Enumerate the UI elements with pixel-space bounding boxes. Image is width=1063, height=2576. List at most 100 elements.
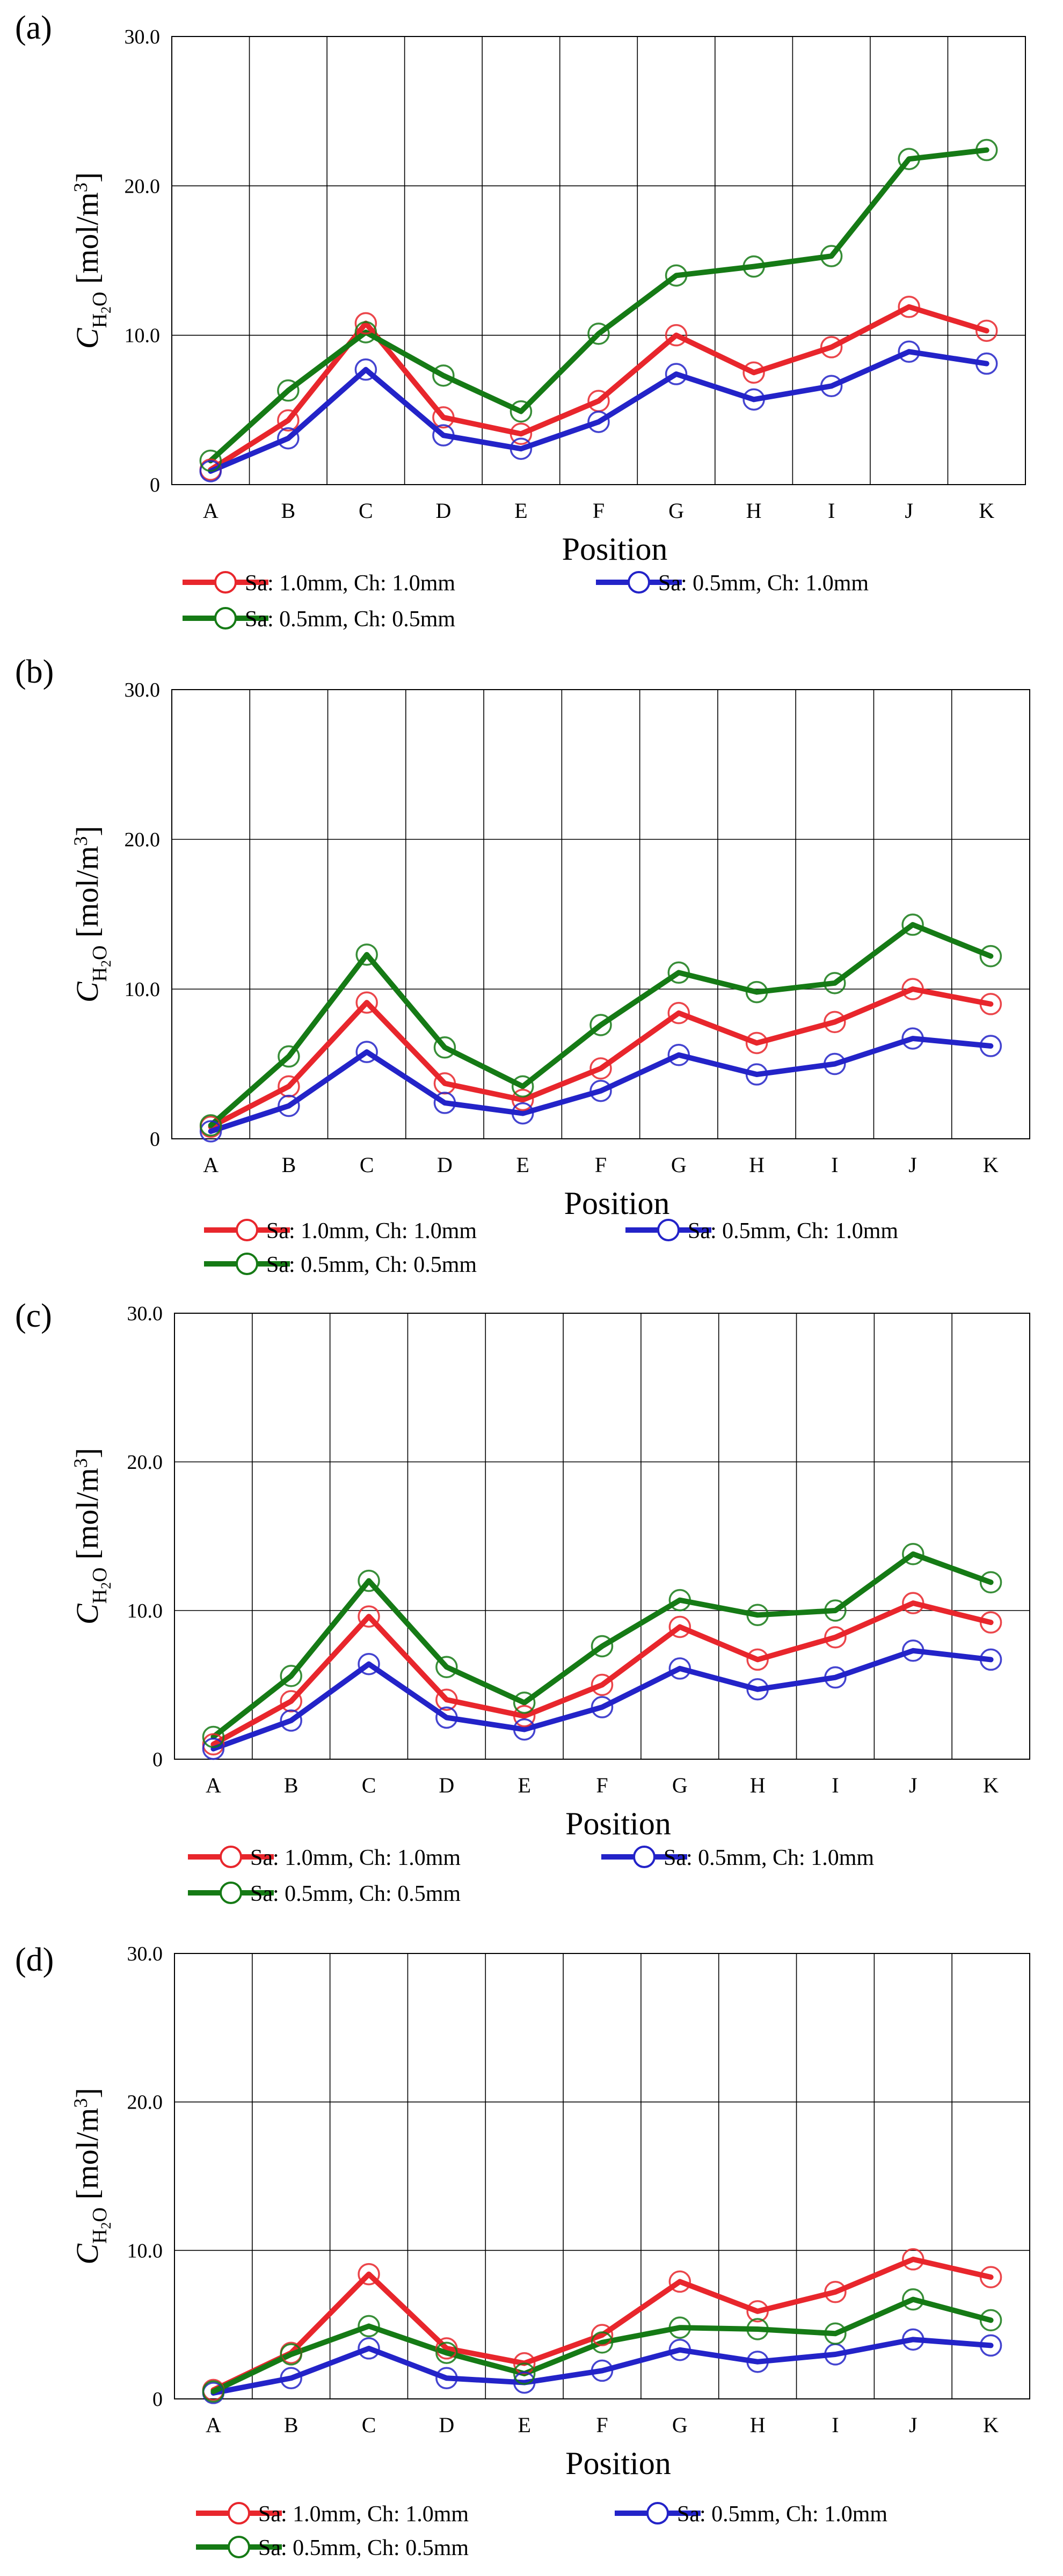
data-point bbox=[591, 2359, 614, 2382]
y-tick-label: 30.0 bbox=[125, 679, 161, 701]
data-point bbox=[824, 1011, 846, 1034]
data-point bbox=[902, 2328, 924, 2351]
plot-area bbox=[171, 36, 1026, 485]
data-point bbox=[202, 2380, 225, 2403]
legend-label: Sa: 0.5mm, Ch: 1.0mm bbox=[688, 1219, 898, 1243]
data-point bbox=[277, 427, 300, 450]
data-point bbox=[746, 2300, 769, 2323]
data-point bbox=[591, 1673, 614, 1696]
y-axis-label: CH2O [mol/m3] bbox=[70, 826, 114, 1002]
y-tick-label: 0 bbox=[150, 474, 160, 496]
series-line bbox=[210, 1600, 994, 1747]
series-line bbox=[208, 304, 989, 473]
data-point bbox=[667, 961, 690, 984]
legend-swatch-marker bbox=[628, 571, 650, 594]
data-point bbox=[358, 1652, 380, 1675]
data-point bbox=[591, 2324, 614, 2346]
y-tick-label: 0 bbox=[152, 2388, 163, 2411]
x-axis-label: Position bbox=[564, 1185, 670, 1221]
data-point bbox=[746, 2318, 769, 2340]
data-point bbox=[199, 460, 222, 482]
data-point bbox=[979, 1611, 1002, 1634]
x-tick-label: J bbox=[908, 1153, 917, 1177]
data-point bbox=[820, 245, 843, 267]
legend-entry: Sa: 0.5mm, Ch: 0.5mm bbox=[196, 2536, 469, 2560]
legend-swatch-marker bbox=[214, 607, 237, 630]
y-axis-label: CH2O [mol/m3] bbox=[70, 2088, 114, 2264]
x-tick-label: C bbox=[360, 1153, 374, 1177]
data-point bbox=[278, 1045, 300, 1068]
data-point bbox=[668, 1657, 691, 1680]
legend-label: Sa: 1.0mm, Ch: 1.0mm bbox=[266, 1219, 477, 1243]
data-point bbox=[432, 364, 455, 387]
x-tick-label: A bbox=[206, 2413, 221, 2437]
legend-entry: Sa: 0.5mm, Ch: 1.0mm bbox=[596, 571, 869, 596]
data-point bbox=[979, 1571, 1002, 1594]
legend-entry: Sa: 1.0mm, Ch: 1.0mm bbox=[183, 571, 455, 596]
x-tick-label: G bbox=[672, 2413, 688, 2437]
data-point bbox=[435, 2367, 458, 2390]
panel-label: (b) bbox=[15, 654, 54, 690]
data-point bbox=[589, 1057, 612, 1080]
x-tick-label: I bbox=[831, 1153, 838, 1177]
data-point bbox=[435, 1688, 458, 1711]
data-point bbox=[280, 1665, 302, 1687]
y-tick-label: 30.0 bbox=[127, 1943, 163, 1965]
legend-swatch-marker bbox=[228, 2536, 250, 2558]
data-point bbox=[509, 422, 533, 445]
x-tick-label: G bbox=[668, 499, 684, 523]
data-point bbox=[979, 2266, 1002, 2288]
data-point bbox=[435, 2341, 458, 2364]
data-point bbox=[358, 1605, 380, 1628]
data-point bbox=[902, 1592, 924, 1614]
data-point bbox=[668, 1615, 691, 1638]
data-point bbox=[513, 2352, 536, 2375]
legend-entry: Sa: 0.5mm, Ch: 0.5mm bbox=[204, 1253, 477, 1277]
data-point bbox=[824, 1052, 846, 1075]
y-tick-label: 30.0 bbox=[127, 1302, 163, 1325]
chart-panel-d: (d) 0 10.0 20.0 30.0 A B C D E F G H I J K Position CH2O … bbox=[15, 1942, 1030, 2560]
chart-panel-c: (c) 0 10.0 20.0 30.0 A B C D E F G H I J K Position CH2O … bbox=[15, 1298, 1030, 1906]
series-line bbox=[208, 986, 994, 1130]
data-point bbox=[746, 2351, 769, 2373]
plot-area bbox=[174, 1953, 1030, 2399]
data-point bbox=[898, 148, 920, 170]
y-tick-label: 10.0 bbox=[127, 2240, 163, 2262]
data-point bbox=[199, 449, 222, 472]
x-tick-label: J bbox=[909, 1773, 918, 1797]
legend-label: Sa: 0.5mm, Ch: 0.5mm bbox=[258, 2536, 469, 2560]
legend-swatch-marker bbox=[646, 2502, 669, 2524]
x-axis-label: Position bbox=[565, 1806, 671, 1841]
data-point bbox=[824, 1626, 847, 1649]
data-point bbox=[511, 1075, 534, 1098]
data-point bbox=[902, 2288, 924, 2311]
data-point bbox=[278, 1094, 300, 1117]
legend-swatch-marker bbox=[236, 1253, 258, 1275]
data-point bbox=[979, 2334, 1002, 2357]
data-point bbox=[435, 1706, 458, 1729]
data-point bbox=[979, 1648, 1002, 1671]
legend-entry: Sa: 1.0mm, Ch: 1.0mm bbox=[196, 2502, 469, 2527]
data-point bbox=[509, 437, 533, 460]
y-axis-label: CH2O [mol/m3] bbox=[70, 172, 114, 349]
y-tick-label: 20.0 bbox=[125, 175, 161, 197]
y-tick-label: 20.0 bbox=[127, 1451, 163, 1474]
y-tick-label: 0 bbox=[150, 1128, 160, 1151]
data-point bbox=[589, 1014, 612, 1036]
x-tick-label: J bbox=[909, 2413, 918, 2437]
x-tick-label: F bbox=[595, 1153, 607, 1177]
data-point bbox=[898, 296, 920, 318]
data-point bbox=[202, 1737, 225, 1760]
series-line bbox=[208, 349, 989, 474]
data-point bbox=[824, 1599, 847, 1622]
data-point bbox=[199, 1120, 222, 1143]
legend-label: Sa: 0.5mm, Ch: 1.0mm bbox=[658, 571, 869, 596]
chart-panel-a: (a) 0 10.0 20.0 30.0 A B C D E F G H I J K Position CH2O … bbox=[15, 10, 1026, 632]
data-point bbox=[513, 1691, 536, 1714]
data-point bbox=[902, 1542, 924, 1565]
legend-label: Sa: 0.5mm, Ch: 0.5mm bbox=[245, 607, 455, 632]
legend-label: Sa: 1.0mm, Ch: 1.0mm bbox=[250, 1846, 461, 1870]
data-point bbox=[979, 993, 1002, 1015]
data-point bbox=[901, 1027, 924, 1050]
